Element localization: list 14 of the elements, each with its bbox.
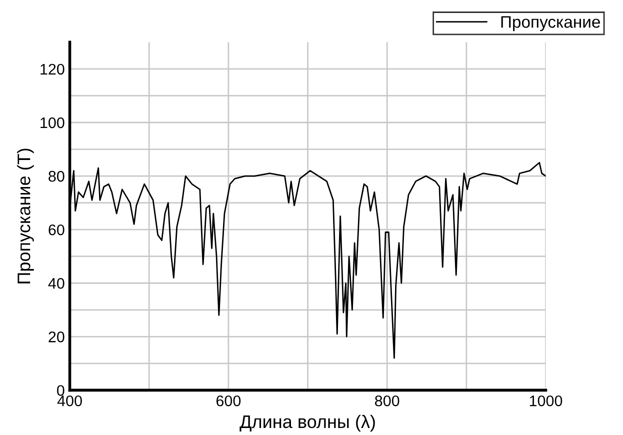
y-tick-label: 60 [48,224,64,236]
x-tick-label: 1000 [530,395,562,406]
y-tick-label: 100 [40,117,64,128]
y-axis-title: Пропускание (T) [17,148,34,284]
legend-label: Пропускание [501,16,600,32]
x-tick-label: 400 [57,395,82,406]
y-tick-label: 20 [48,332,64,342]
x-tick-label: 600 [216,395,241,406]
y-tick-label: 0 [57,385,64,396]
y-tick-label: 120 [40,64,64,75]
y-tick-label: 40 [48,278,64,289]
x-tick-label: 800 [375,395,400,406]
y-tick-label: 80 [48,170,64,182]
x-axis-title: Длина волны (λ) [240,414,375,432]
